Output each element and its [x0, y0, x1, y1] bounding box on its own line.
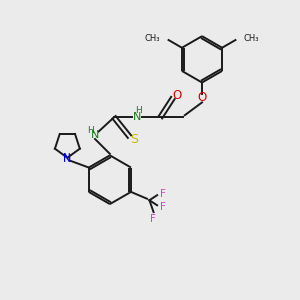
Text: H: H	[87, 126, 94, 135]
Text: F: F	[160, 189, 166, 199]
Text: CH₃: CH₃	[145, 34, 160, 43]
Text: N: N	[63, 154, 72, 164]
Text: N: N	[133, 112, 141, 122]
Text: N: N	[91, 130, 99, 140]
Text: S: S	[130, 133, 138, 146]
Text: N: N	[64, 153, 71, 163]
Text: H: H	[135, 106, 142, 115]
Text: O: O	[197, 92, 207, 104]
Text: F: F	[160, 202, 166, 212]
Text: F: F	[150, 214, 156, 224]
Text: O: O	[173, 88, 182, 101]
Text: CH₃: CH₃	[244, 34, 259, 43]
